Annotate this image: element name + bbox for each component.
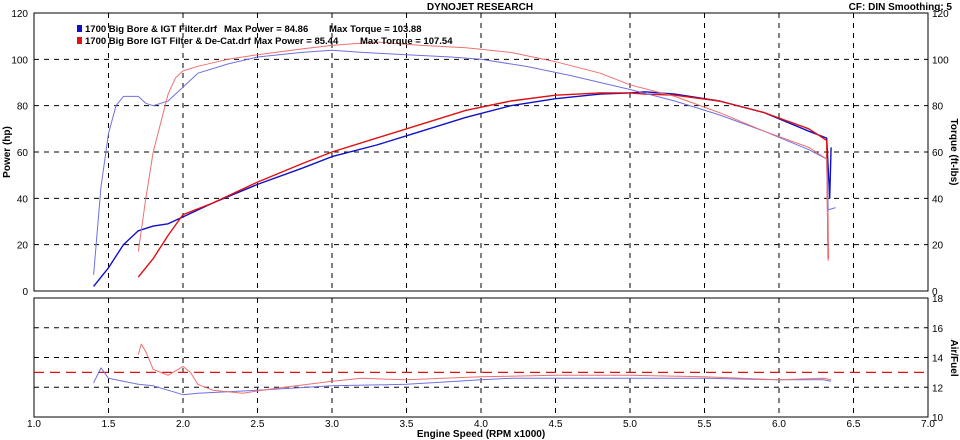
x-tick-label: 1.0 (27, 419, 41, 430)
legend-run2-power: Max Power = 85.44 (254, 36, 339, 47)
y-axis-label-air-fuel: Air/Fuel (948, 339, 959, 376)
air-fuel-grid (34, 298, 928, 417)
x-tick-label: 5.5 (698, 419, 712, 430)
y-tick-label-power: 40 (17, 194, 29, 205)
y-tick-label-power: 60 (17, 148, 29, 159)
legend-run2-torque: Max Torque = 107.54 (360, 36, 453, 47)
torque-line-run1 (93, 49, 836, 275)
x-tick-label: 6.5 (847, 419, 861, 430)
tick-labels: 1.0 1.5 2.0 2.5 3.0 3.5 4.0 4.5 5.0 5.5 6.0 6.5 7.0 0… (11, 9, 949, 430)
y-tick-label-air-fuel: 12 (932, 383, 944, 394)
y-tick-label-torque: 40 (932, 194, 944, 205)
y-tick-label-power: 100 (11, 55, 28, 66)
air-fuel-line-run1 (93, 367, 832, 396)
x-tick-label: 2.5 (251, 419, 265, 430)
x-tick-label: 4.0 (474, 419, 488, 430)
y-tick-label-torque: 0 (932, 287, 938, 298)
legend-run1-power: Max Power = 84.86 (224, 24, 308, 35)
y-axis-label-power: Power (hp) (2, 126, 13, 178)
y-tick-label-torque: 100 (932, 55, 949, 66)
power-torque-series (93, 41, 836, 287)
legend-swatch-run1 (77, 25, 82, 32)
x-axis-label: Engine Speed (RPM x1000) (417, 429, 545, 440)
y-tick-label-air-fuel: 14 (932, 354, 944, 365)
air-fuel-line-run2 (137, 343, 832, 394)
x-tick-label: 5.0 (623, 419, 637, 430)
y-tick-label-torque: 20 (932, 241, 944, 252)
power-line-run2 (137, 92, 829, 278)
y-tick-label-power: 20 (17, 241, 29, 252)
x-tick-label: 3.0 (325, 419, 339, 430)
y-tick-label-power: 0 (22, 287, 28, 298)
y-axis-label-torque: Torque (ft-lbs) (948, 118, 959, 185)
x-tick-label: 6.0 (772, 419, 786, 430)
y-tick-label-air-fuel: 16 (932, 324, 944, 335)
legend-run1-name: 1700 Big Bore & IGT Filter.drf (85, 24, 218, 35)
power-torque-grid (34, 13, 928, 291)
legend-run2-name: 1700 Big Bore IGT Filter & De-Cat.drf (85, 36, 252, 47)
x-tick-label: 7.0 (921, 419, 935, 430)
y-tick-label-torque: 80 (932, 102, 944, 113)
y-tick-label-air-fuel: 18 (932, 294, 944, 305)
legend-swatch-run2 (77, 37, 82, 44)
x-tick-label: 4.5 (549, 419, 563, 430)
y-tick-label-torque: 120 (932, 9, 949, 20)
x-tick-label: 3.5 (400, 419, 414, 430)
x-tick-label: 2.0 (176, 419, 190, 430)
torque-line-run2 (137, 41, 829, 261)
legend-run1-torque: Max Torque = 103.88 (329, 24, 422, 35)
air-fuel-series (93, 343, 832, 396)
y-tick-label-power: 80 (17, 102, 29, 113)
y-tick-label-air-fuel: 10 (932, 413, 944, 424)
chart-title: DYNOJET RESEARCH (427, 2, 533, 13)
y-tick-label-torque: 60 (932, 148, 944, 159)
settings-label: CF: DIN Smoothing: 5 (849, 2, 953, 13)
x-tick-label: 1.5 (102, 419, 116, 430)
y-tick-label-power: 120 (11, 9, 28, 20)
legend: 1700 Big Bore & IGT Filter.drf Max Power… (77, 24, 453, 47)
